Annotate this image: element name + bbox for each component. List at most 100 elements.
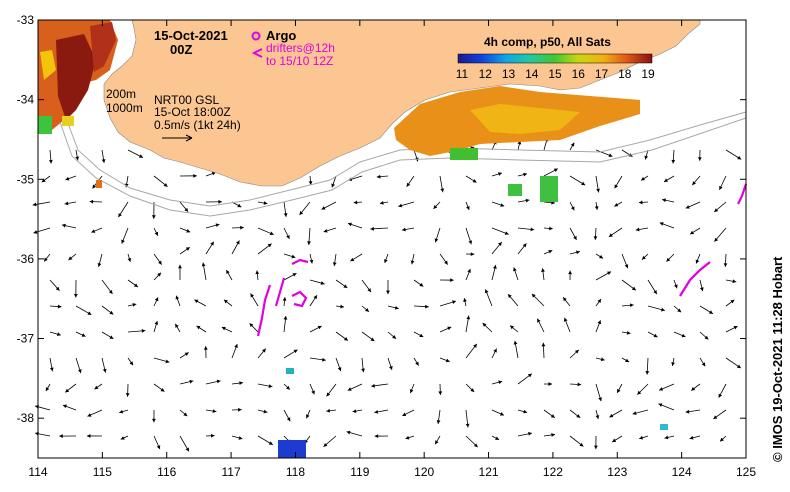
lon-tick-label: 116	[157, 465, 176, 479]
current-arrow	[309, 325, 322, 333]
current-arrow	[379, 200, 389, 205]
current-arrow	[718, 383, 727, 398]
current-arrow	[153, 297, 159, 307]
current-arrow	[97, 253, 103, 267]
current-arrow	[43, 253, 51, 262]
current-arrow	[517, 373, 533, 385]
current-arrow	[352, 409, 363, 414]
current-arrow	[569, 250, 581, 255]
current-arrow	[283, 315, 288, 333]
current-arrow	[120, 435, 129, 440]
current-arrow	[89, 199, 103, 204]
current-arrow	[299, 201, 311, 216]
current-arrow	[517, 409, 528, 414]
current-arrow	[153, 320, 159, 333]
current-arrow	[231, 225, 244, 230]
current-arrow	[621, 253, 629, 269]
sst-orange-dot	[96, 180, 102, 188]
current-arrow	[306, 409, 311, 419]
current-arrow	[543, 382, 553, 386]
current-arrow	[101, 305, 114, 315]
current-arrow	[608, 227, 623, 238]
sst-west-yellow2	[62, 116, 74, 126]
current-arrow	[699, 357, 706, 367]
current-arrow	[595, 357, 605, 362]
current-arrow	[153, 253, 163, 265]
lon-tick-label: 114	[28, 465, 47, 479]
current-arrow	[719, 175, 727, 191]
current-arrow	[231, 343, 238, 359]
current-arrow	[257, 348, 267, 359]
current-arrow	[509, 325, 519, 333]
current-arrow	[465, 409, 470, 428]
current-arrow	[635, 227, 649, 232]
current-arrow	[562, 297, 571, 307]
current-arrow	[439, 300, 457, 307]
current-arrow	[465, 315, 471, 333]
current-arrow	[595, 175, 600, 193]
current-arrow	[94, 383, 103, 390]
isobath-200m-label: 200m	[106, 87, 136, 101]
lat-tick-label: -34	[17, 93, 35, 107]
current-arrow	[282, 297, 287, 307]
current-arrow	[513, 340, 519, 359]
current-arrow	[491, 348, 497, 359]
current-arrow	[45, 383, 51, 392]
current-arrow	[641, 253, 649, 260]
current-arrow	[384, 253, 389, 264]
current-arrow	[231, 435, 243, 440]
current-arrow	[361, 357, 365, 373]
sst-patches	[38, 20, 668, 458]
current-arrow	[482, 322, 493, 333]
current-arrow	[41, 175, 51, 183]
nrt-line-3: 0.5m/s (1kt 24h)	[154, 118, 241, 132]
current-arrow	[309, 383, 315, 395]
current-arrow	[127, 328, 146, 333]
current-arrow	[595, 271, 612, 281]
current-arrow	[33, 227, 51, 234]
current-arrow	[593, 435, 598, 450]
current-arrow	[621, 357, 630, 363]
isobath-lines	[59, 111, 747, 217]
current-arrow	[75, 357, 82, 374]
current-arrow	[350, 253, 363, 262]
lon-tick-label: 125	[736, 465, 756, 479]
current-arrow	[543, 168, 559, 177]
current-arrow	[413, 304, 429, 309]
argo-legend-marker	[251, 31, 261, 41]
current-arrow	[101, 149, 106, 163]
current-arrow	[309, 294, 318, 307]
current-arrow	[283, 272, 297, 281]
current-arrow	[125, 383, 130, 397]
current-arrow	[413, 357, 420, 366]
current-arrow	[387, 331, 397, 340]
current-arrow	[283, 227, 290, 240]
current-arrow	[283, 383, 291, 390]
map-axes: 114 115 116 117 118 119 120 121 122 123 124 125 -33 -…	[17, 13, 757, 479]
colorbar-label: 19	[641, 67, 655, 81]
lon-tick-label: 115	[93, 465, 112, 479]
current-arrow	[86, 434, 103, 438]
current-arrow	[439, 326, 452, 333]
current-arrow	[49, 357, 54, 372]
current-arrow	[221, 326, 233, 333]
plot-frame	[37, 19, 747, 459]
current-arrow	[697, 149, 702, 161]
current-arrow	[353, 200, 363, 205]
current-arrow	[118, 201, 129, 218]
current-arrow	[257, 227, 274, 236]
map-date-title: 15-Oct-2021	[154, 28, 228, 43]
current-arrow	[609, 409, 623, 418]
current-arrow	[409, 383, 415, 394]
current-arrow	[517, 227, 535, 232]
current-arrow	[370, 226, 389, 231]
current-arrow	[49, 304, 62, 309]
current-arrow	[64, 201, 77, 206]
current-arrow	[465, 435, 478, 448]
current-arrow	[179, 352, 189, 359]
current-arrow	[434, 435, 441, 445]
current-arrow	[223, 299, 233, 307]
current-arrow	[413, 279, 424, 287]
current-arrow	[594, 201, 599, 210]
